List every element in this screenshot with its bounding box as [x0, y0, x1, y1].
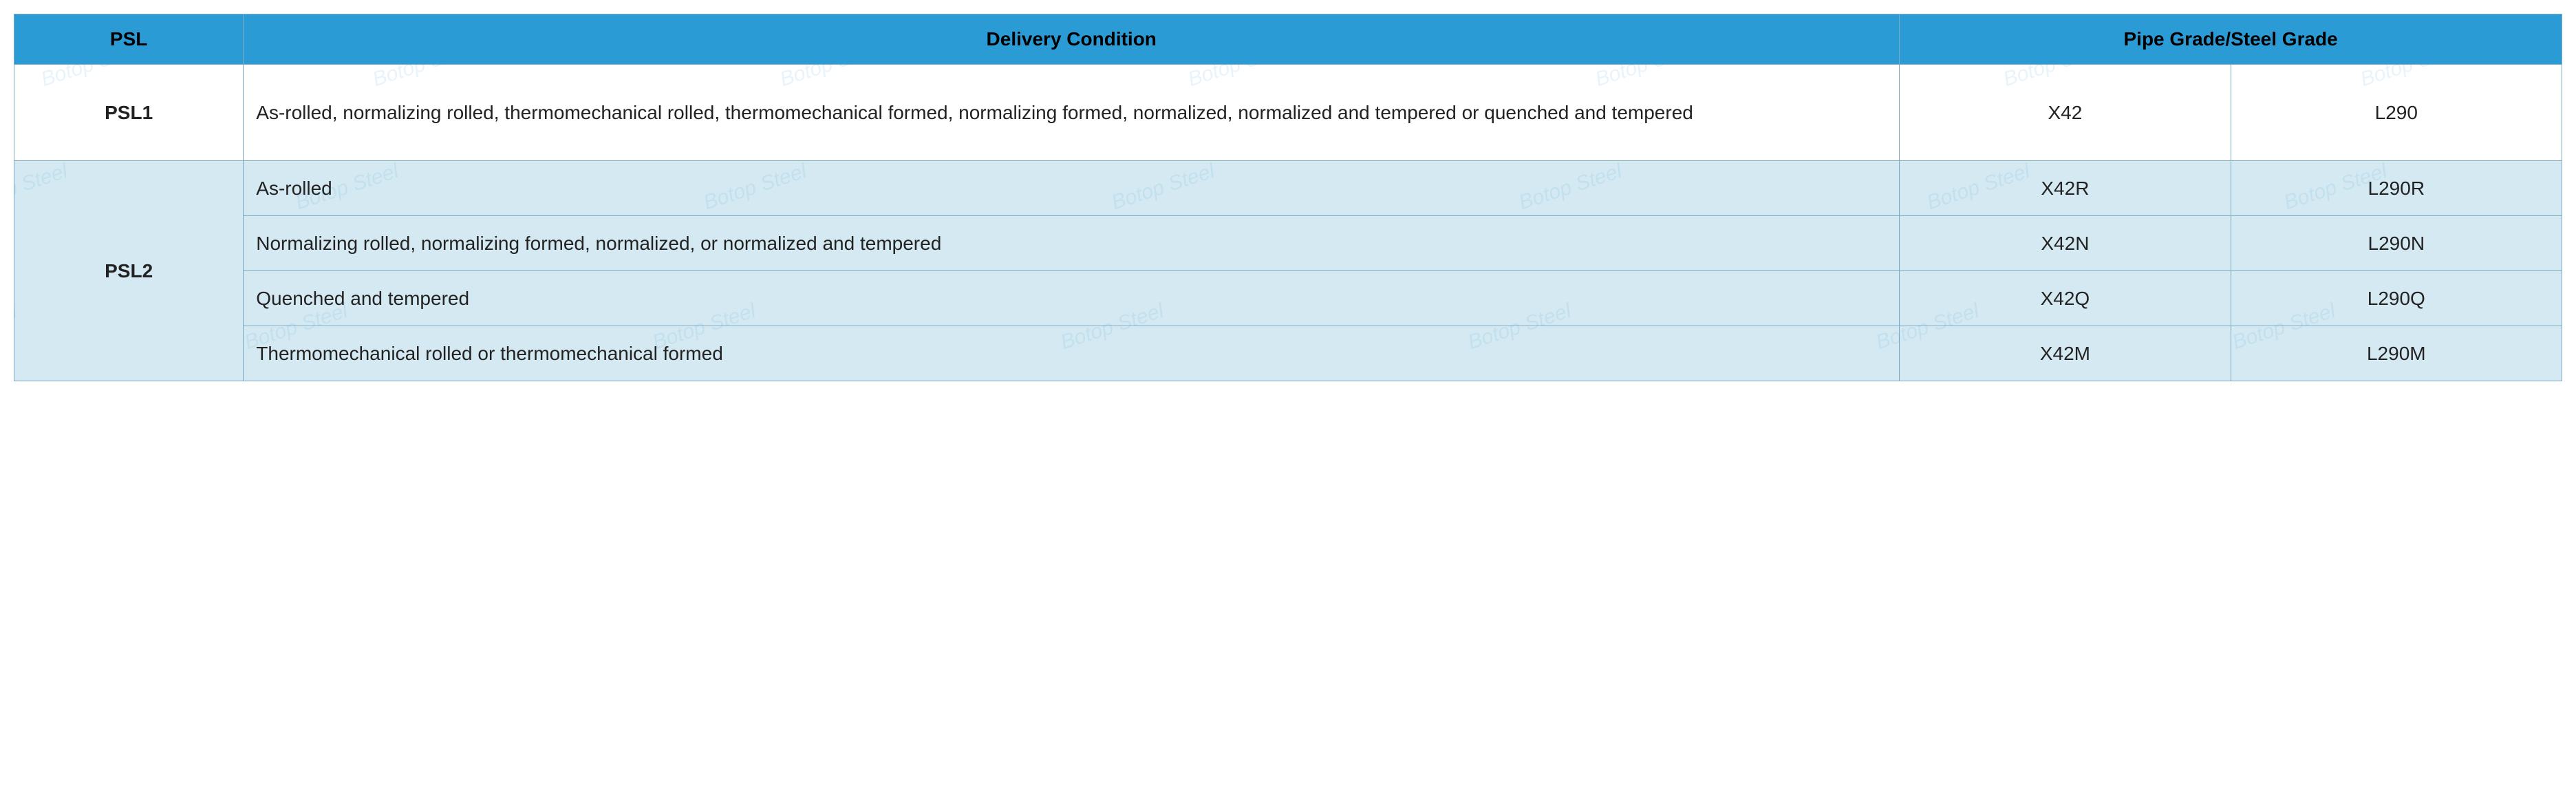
- grade-cell-1: X42Q: [1900, 271, 2231, 326]
- table-body: PSL1As-rolled, normalizing rolled, therm…: [14, 65, 2562, 381]
- condition-cell: As-rolled, normalizing rolled, thermomec…: [244, 65, 1900, 161]
- table-row: Thermomechanical rolled or thermomechani…: [14, 326, 2562, 381]
- header-condition: Delivery Condition: [244, 14, 1900, 65]
- table-row: Quenched and temperedX42QL290Q: [14, 271, 2562, 326]
- psl-cell: PSL1: [14, 65, 244, 161]
- grade-cell-1: X42R: [1900, 161, 2231, 216]
- condition-cell: Normalizing rolled, normalizing formed, …: [244, 216, 1900, 271]
- grade-cell-2: L290M: [2231, 326, 2562, 381]
- header-psl: PSL: [14, 14, 244, 65]
- header-grade: Pipe Grade/Steel Grade: [1900, 14, 2562, 65]
- psl-cell: PSL2: [14, 161, 244, 381]
- table-container: PSL Delivery Condition Pipe Grade/Steel …: [14, 14, 2562, 381]
- condition-cell: As-rolled: [244, 161, 1900, 216]
- condition-cell: Thermomechanical rolled or thermomechani…: [244, 326, 1900, 381]
- grade-cell-2: L290N: [2231, 216, 2562, 271]
- condition-cell: Quenched and tempered: [244, 271, 1900, 326]
- grade-cell-2: L290: [2231, 65, 2562, 161]
- grade-cell-1: X42M: [1900, 326, 2231, 381]
- table-header-row: PSL Delivery Condition Pipe Grade/Steel …: [14, 14, 2562, 65]
- grade-cell-1: X42N: [1900, 216, 2231, 271]
- grade-cell-2: L290Q: [2231, 271, 2562, 326]
- grade-cell-1: X42: [1900, 65, 2231, 161]
- table-row: PSL1As-rolled, normalizing rolled, therm…: [14, 65, 2562, 161]
- grade-cell-2: L290R: [2231, 161, 2562, 216]
- table-row: Normalizing rolled, normalizing formed, …: [14, 216, 2562, 271]
- steel-grade-table: PSL Delivery Condition Pipe Grade/Steel …: [14, 14, 2562, 381]
- table-row: PSL2As-rolledX42RL290R: [14, 161, 2562, 216]
